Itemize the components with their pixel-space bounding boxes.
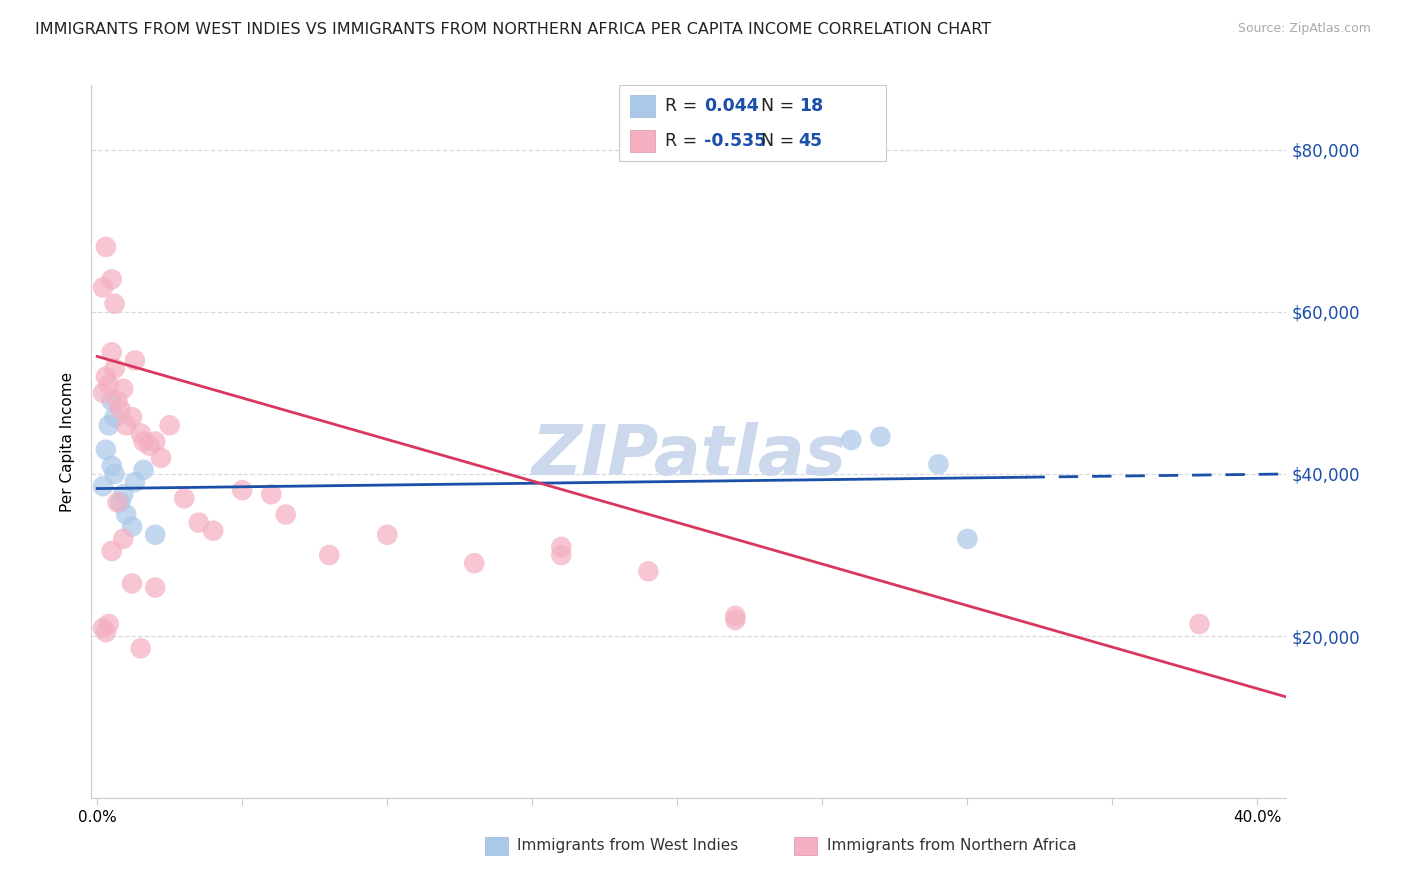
Point — [104, 467, 127, 481]
Text: 0.044: 0.044 — [704, 97, 759, 115]
Point — [121, 519, 143, 533]
Point — [97, 377, 120, 392]
Text: R =: R = — [665, 97, 703, 115]
Point — [115, 508, 138, 522]
Point — [463, 556, 485, 570]
Point — [260, 487, 283, 501]
Point — [129, 641, 152, 656]
Point — [100, 345, 122, 359]
Point — [91, 479, 114, 493]
Point — [112, 532, 135, 546]
Text: N =: N = — [761, 97, 800, 115]
Point — [91, 621, 114, 635]
Point — [274, 508, 297, 522]
Point — [115, 418, 138, 433]
Point — [100, 544, 122, 558]
Point — [110, 402, 132, 417]
Point — [112, 382, 135, 396]
Point — [132, 463, 155, 477]
Point — [869, 430, 891, 444]
Point — [94, 442, 117, 457]
Point — [187, 516, 209, 530]
Point — [150, 450, 173, 465]
Point — [724, 608, 747, 623]
Point — [91, 385, 114, 400]
Text: Immigrants from Northern Africa: Immigrants from Northern Africa — [827, 838, 1077, 853]
Point — [132, 434, 155, 449]
Point — [927, 457, 949, 471]
Point — [124, 353, 146, 368]
Point — [159, 418, 181, 433]
Point — [143, 581, 166, 595]
Point — [110, 495, 132, 509]
Point — [129, 426, 152, 441]
Point — [124, 475, 146, 489]
Text: R =: R = — [665, 132, 703, 150]
Point — [202, 524, 225, 538]
Point — [375, 528, 398, 542]
Point — [100, 394, 122, 409]
Point — [107, 394, 129, 409]
Point — [318, 548, 340, 562]
Y-axis label: Per Capita Income: Per Capita Income — [60, 371, 76, 512]
Text: 18: 18 — [799, 97, 823, 115]
Point — [94, 369, 117, 384]
Point — [724, 613, 747, 627]
Text: 45: 45 — [799, 132, 823, 150]
Point — [841, 433, 863, 447]
Point — [104, 410, 127, 425]
Point — [637, 564, 659, 578]
Text: -0.535: -0.535 — [704, 132, 766, 150]
Point — [550, 540, 572, 554]
Text: ZIPatlas: ZIPatlas — [531, 422, 846, 490]
Point — [100, 458, 122, 473]
Text: N =: N = — [761, 132, 800, 150]
Point — [550, 548, 572, 562]
Point — [143, 528, 166, 542]
Point — [231, 483, 253, 498]
Text: IMMIGRANTS FROM WEST INDIES VS IMMIGRANTS FROM NORTHERN AFRICA PER CAPITA INCOME: IMMIGRANTS FROM WEST INDIES VS IMMIGRANT… — [35, 22, 991, 37]
Point — [121, 576, 143, 591]
Point — [138, 439, 160, 453]
Point — [97, 617, 120, 632]
Point — [94, 625, 117, 640]
Point — [97, 418, 120, 433]
Text: Source: ZipAtlas.com: Source: ZipAtlas.com — [1237, 22, 1371, 36]
Point — [173, 491, 195, 506]
Point — [1188, 617, 1211, 632]
Point — [104, 361, 127, 376]
Point — [104, 296, 127, 310]
Point — [121, 410, 143, 425]
Point — [100, 272, 122, 286]
Point — [94, 240, 117, 254]
Point — [107, 495, 129, 509]
Text: Immigrants from West Indies: Immigrants from West Indies — [517, 838, 738, 853]
Point — [91, 280, 114, 294]
Point — [112, 487, 135, 501]
Point — [956, 532, 979, 546]
Point — [143, 434, 166, 449]
